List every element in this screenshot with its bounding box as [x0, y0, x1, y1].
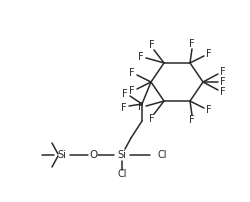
Text: O: O [89, 150, 97, 160]
Text: F: F [220, 67, 226, 77]
Text: Cl: Cl [157, 150, 166, 160]
Text: F: F [220, 77, 226, 87]
Text: F: F [149, 40, 155, 50]
Text: F: F [129, 68, 135, 78]
Text: F: F [122, 89, 128, 99]
Text: F: F [206, 49, 212, 59]
Text: F: F [189, 115, 195, 125]
Text: F: F [220, 87, 226, 97]
Text: F: F [149, 114, 155, 124]
Text: F: F [189, 39, 195, 49]
Text: F: F [121, 103, 127, 113]
Text: Si: Si [58, 150, 66, 160]
Text: F: F [138, 102, 144, 112]
Text: Cl: Cl [117, 169, 127, 179]
Text: Si: Si [118, 150, 126, 160]
Text: F: F [138, 52, 144, 62]
Text: F: F [129, 86, 135, 96]
Text: F: F [206, 105, 212, 115]
